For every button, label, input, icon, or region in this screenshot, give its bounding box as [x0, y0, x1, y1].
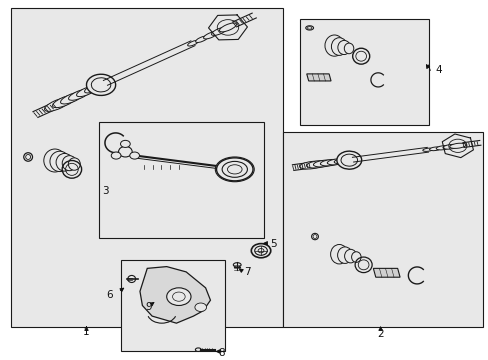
- Ellipse shape: [68, 158, 80, 170]
- Ellipse shape: [442, 144, 457, 149]
- Ellipse shape: [52, 95, 77, 108]
- Ellipse shape: [344, 249, 356, 263]
- Ellipse shape: [68, 89, 90, 100]
- Ellipse shape: [44, 98, 70, 111]
- Ellipse shape: [449, 143, 465, 148]
- Text: 9: 9: [144, 302, 151, 312]
- Circle shape: [166, 288, 191, 306]
- Circle shape: [111, 152, 121, 159]
- Bar: [283, 132, 482, 327]
- Polygon shape: [441, 134, 472, 158]
- Ellipse shape: [435, 146, 448, 150]
- Polygon shape: [372, 268, 399, 277]
- Text: 6: 6: [106, 290, 113, 300]
- Ellipse shape: [62, 156, 77, 171]
- Text: 1: 1: [83, 327, 90, 337]
- Ellipse shape: [56, 153, 73, 171]
- Ellipse shape: [251, 244, 270, 258]
- Text: 7: 7: [244, 267, 251, 277]
- Ellipse shape: [337, 247, 352, 264]
- Ellipse shape: [50, 151, 69, 172]
- Ellipse shape: [306, 161, 329, 168]
- Ellipse shape: [195, 36, 207, 42]
- Bar: [120, 260, 224, 351]
- Ellipse shape: [61, 92, 83, 104]
- Ellipse shape: [344, 43, 353, 54]
- Ellipse shape: [422, 148, 432, 152]
- Bar: [99, 122, 264, 238]
- Ellipse shape: [195, 348, 201, 351]
- Ellipse shape: [118, 147, 132, 157]
- Ellipse shape: [44, 149, 66, 172]
- Ellipse shape: [299, 161, 324, 169]
- Circle shape: [120, 140, 130, 148]
- Ellipse shape: [86, 74, 116, 95]
- Ellipse shape: [326, 159, 346, 165]
- Circle shape: [195, 303, 206, 311]
- Text: 5: 5: [270, 239, 276, 249]
- Ellipse shape: [77, 86, 96, 96]
- Polygon shape: [306, 74, 330, 81]
- Ellipse shape: [313, 160, 334, 167]
- Ellipse shape: [92, 80, 109, 89]
- Ellipse shape: [331, 38, 346, 55]
- Polygon shape: [208, 15, 247, 40]
- Ellipse shape: [337, 40, 350, 55]
- Ellipse shape: [187, 40, 198, 46]
- Ellipse shape: [84, 83, 103, 93]
- Ellipse shape: [203, 32, 217, 39]
- Text: 4: 4: [435, 66, 441, 75]
- Text: 3: 3: [102, 185, 109, 195]
- Polygon shape: [140, 267, 210, 323]
- Ellipse shape: [325, 35, 343, 56]
- Ellipse shape: [320, 159, 340, 166]
- Ellipse shape: [341, 158, 357, 163]
- Ellipse shape: [351, 252, 360, 262]
- Text: 8: 8: [217, 348, 224, 358]
- Ellipse shape: [333, 158, 351, 164]
- Ellipse shape: [216, 158, 252, 181]
- Bar: [11, 9, 283, 327]
- Ellipse shape: [336, 151, 361, 169]
- Ellipse shape: [330, 244, 347, 264]
- Text: 2: 2: [377, 329, 383, 339]
- Ellipse shape: [219, 23, 236, 32]
- Ellipse shape: [211, 27, 226, 35]
- Bar: [300, 19, 428, 125]
- Ellipse shape: [428, 147, 440, 150]
- Circle shape: [129, 152, 139, 159]
